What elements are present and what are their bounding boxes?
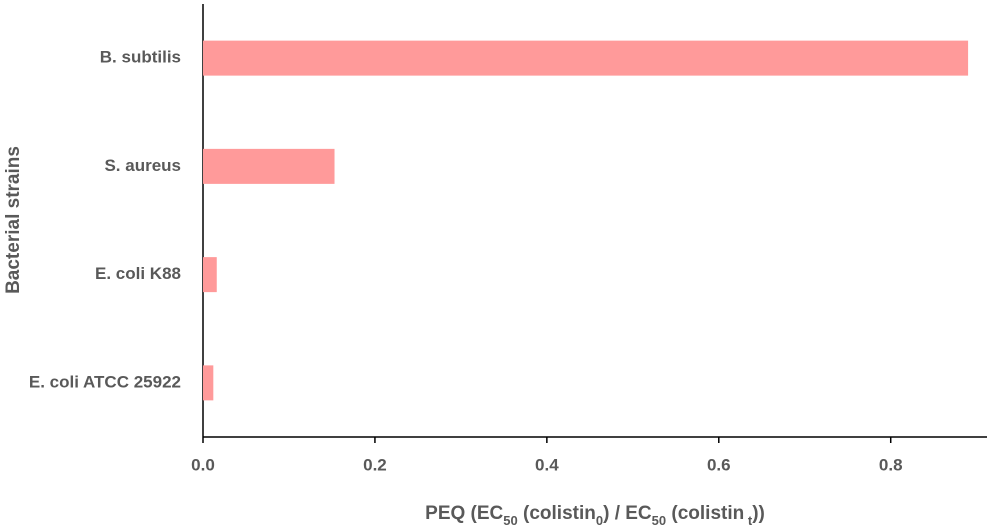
x-axis-title-part: 50 bbox=[503, 513, 517, 528]
x-tick-label: 0.6 bbox=[707, 455, 731, 474]
x-tick-label: 0.2 bbox=[363, 455, 387, 474]
x-axis-title-part: )) bbox=[752, 503, 765, 524]
x-tick-label: 0.0 bbox=[191, 455, 215, 474]
y-axis-title: Bacterial strains bbox=[3, 146, 24, 294]
bar bbox=[203, 257, 217, 293]
x-axis-title-part: 50 bbox=[652, 513, 666, 528]
bar bbox=[203, 40, 969, 76]
x-axis-title-part: ) / EC bbox=[603, 503, 652, 524]
y-tick-label: E. coli K88 bbox=[95, 264, 181, 283]
x-axis-title-part: t bbox=[744, 513, 753, 528]
x-axis-title-part: (colistin bbox=[666, 503, 744, 524]
y-tick-label: E. coli ATCC 25922 bbox=[29, 372, 181, 391]
y-tick-label: B. subtilis bbox=[100, 48, 181, 67]
x-axis-title: PEQ (EC50 (colistin0) / EC50 (colistin t… bbox=[425, 503, 765, 528]
x-axis-title-part: PEQ (EC bbox=[425, 503, 503, 524]
x-tick-label: 0.4 bbox=[535, 455, 559, 474]
y-tick-label: S. aureus bbox=[104, 156, 181, 175]
bar bbox=[203, 148, 335, 184]
x-axis-title-part: 0 bbox=[596, 513, 603, 528]
x-axis-title-part: (colistin bbox=[518, 503, 596, 524]
bar bbox=[203, 365, 214, 401]
x-tick-label: 0.8 bbox=[879, 455, 903, 474]
